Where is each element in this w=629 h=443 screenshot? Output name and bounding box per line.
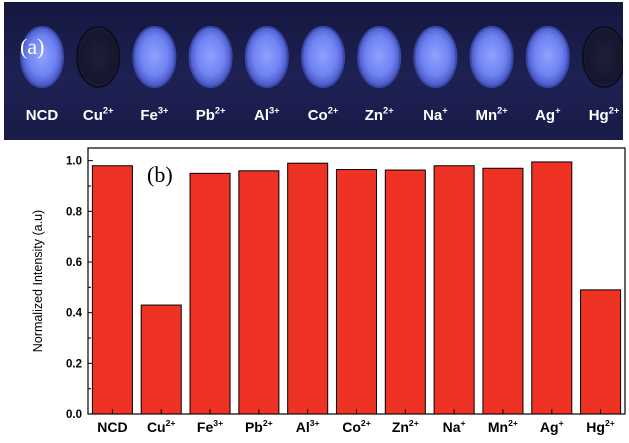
spot-ellipse xyxy=(244,26,289,88)
y-tick-label: 0.6 xyxy=(66,257,82,269)
bar-chart: 0.0 0.2 0.4 0.6 0.8 1.0 NCD Cu2+ Fe3+ Pb2+ Al3+ Co… xyxy=(31,147,626,435)
x-tick-label: Fe3+ xyxy=(197,418,223,435)
x-tick-label: Hg2+ xyxy=(586,418,615,435)
x-tick-label: Al3+ xyxy=(296,418,320,435)
sample-spot xyxy=(301,26,345,88)
sample-spot xyxy=(413,26,458,88)
sample-spot xyxy=(132,26,177,88)
sample-label: Pb2+ xyxy=(196,106,226,124)
x-tick-label: Co2+ xyxy=(342,418,371,435)
sample-spot xyxy=(20,26,64,88)
spot-ellipse xyxy=(301,26,345,88)
sample-spot xyxy=(469,26,514,88)
bar-al xyxy=(287,162,329,415)
sample-spot xyxy=(244,26,289,88)
spot-ellipse xyxy=(188,26,233,88)
sample-spot xyxy=(525,26,570,88)
bar-hg xyxy=(580,289,622,415)
sample-spot xyxy=(357,26,402,88)
bar-na xyxy=(433,165,475,415)
spot-ellipse xyxy=(357,26,402,88)
x-tick-label: NCD xyxy=(97,419,127,435)
spot-ellipse xyxy=(132,26,177,88)
spot-ellipse xyxy=(469,26,514,88)
y-tick-label: 0.2 xyxy=(66,358,82,370)
sample-label: Na+ xyxy=(423,106,448,124)
sample-spot xyxy=(76,26,121,88)
sample-label: Mn2+ xyxy=(475,106,508,124)
bar-fe xyxy=(189,172,231,415)
x-tick-label: Zn2+ xyxy=(392,418,419,435)
y-tick-label: 0.8 xyxy=(66,206,83,218)
bar-mn xyxy=(482,167,524,415)
y-tick-label: 0.4 xyxy=(66,308,83,320)
y-tick-label: 1.0 xyxy=(66,156,82,168)
y-axis-label: Normalized Intensity (a.u) xyxy=(31,210,45,352)
x-tick-label: Na+ xyxy=(443,418,466,435)
spot-ellipse xyxy=(76,26,121,88)
spot-ellipse xyxy=(20,26,64,88)
spot-ellipse xyxy=(413,26,458,88)
sample-spot xyxy=(582,26,626,88)
chart-panel-b: 0.0 0.2 0.4 0.6 0.8 1.0 NCD Cu2+ Fe3+ Pb2+ Al3+ Co… xyxy=(0,141,629,438)
x-tick-label: Cu2+ xyxy=(147,418,176,435)
x-tick-label: Pb2+ xyxy=(245,418,273,435)
sample-label: Al3+ xyxy=(254,106,280,124)
sample-spot xyxy=(188,26,233,88)
photo-panel-a: NCD Cu2+ Fe3+ Pb2+ Al3+ Co2+ Zn2+ Na+ Mn2+ Ag+ Hg2… xyxy=(4,2,626,140)
sample-label: Zn2+ xyxy=(365,106,394,124)
bar-pb xyxy=(238,170,280,415)
x-tick-label: Mn2+ xyxy=(488,418,518,435)
bar-zn xyxy=(384,169,426,415)
spot-ellipse xyxy=(582,26,626,88)
sample-label: Co2+ xyxy=(308,106,339,124)
bar-co xyxy=(335,169,378,415)
sample-label: Hg2+ xyxy=(589,106,620,124)
x-tick-label: Ag+ xyxy=(540,418,564,435)
bar-cu xyxy=(140,304,182,415)
spot-ellipse xyxy=(525,26,570,88)
y-tick-label: 0.0 xyxy=(66,409,82,421)
bar-ncd xyxy=(91,165,133,415)
panel-b-label: (b) xyxy=(147,162,173,187)
sample-label: Cu2+ xyxy=(83,106,114,124)
photo-svg: NCD Cu2+ Fe3+ Pb2+ Al3+ Co2+ Zn2+ Na+ Mn2+ Ag+ Hg2… xyxy=(20,26,626,124)
bar-ag xyxy=(531,161,573,415)
sample-label: NCD xyxy=(26,107,59,124)
sample-label: Fe3+ xyxy=(140,106,169,124)
panel-a-label: (a) xyxy=(20,34,44,59)
sample-label: Ag+ xyxy=(535,106,561,124)
